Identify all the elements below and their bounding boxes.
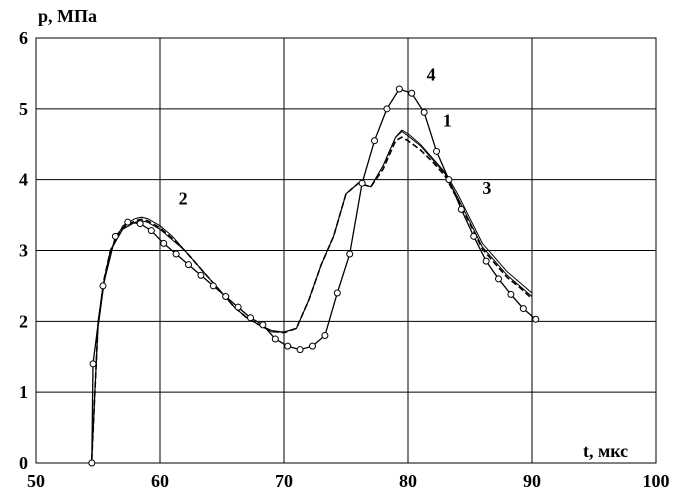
y-tick-label: 3	[19, 241, 28, 261]
y-tick-label: 6	[19, 28, 28, 48]
data-point-series-4	[395, 85, 403, 93]
data-point-series-4	[222, 293, 230, 301]
data-point-series-4	[420, 108, 428, 116]
series-lines	[91, 88, 537, 464]
series-label-4: 4	[427, 65, 436, 85]
data-point-series-4	[209, 282, 217, 290]
data-point-series-4	[321, 332, 329, 339]
y-tick-label: 2	[19, 311, 28, 331]
data-point-series-4	[89, 360, 97, 368]
x-axis-ticks: 50 60 70 80 90 100	[27, 471, 670, 491]
data-point-series-4	[160, 239, 168, 247]
y-tick-label: 4	[19, 170, 28, 190]
data-point-series-4	[495, 275, 503, 283]
series-markers	[88, 85, 540, 467]
grid	[35, 37, 657, 464]
data-point-series-4	[172, 250, 180, 258]
data-point-series-4	[147, 227, 155, 235]
data-point-series-4	[124, 218, 132, 226]
data-point-series-4	[346, 250, 354, 258]
data-point-series-4	[482, 257, 490, 265]
data-point-series-4	[284, 342, 292, 350]
data-point-series-4	[371, 137, 379, 145]
data-point-series-4	[111, 232, 119, 240]
series-label-2: 2	[179, 188, 188, 208]
x-tick-label: 70	[275, 471, 293, 491]
series-line-2	[91, 130, 533, 460]
data-point-series-4	[259, 321, 267, 329]
data-point-series-4	[358, 179, 366, 187]
y-axis-ticks: 0 1 2 3 4 5 6	[19, 28, 28, 473]
x-tick-label: 90	[523, 471, 541, 491]
series-label-1: 1	[443, 111, 452, 131]
x-tick-label: 100	[643, 471, 670, 491]
data-point-series-4	[408, 89, 416, 97]
data-point-series-4	[247, 314, 255, 322]
data-point-series-4	[185, 261, 193, 269]
data-point-series-4	[234, 303, 242, 311]
series-label-3: 3	[482, 178, 491, 198]
data-point-series-4	[445, 176, 453, 184]
data-point-series-4	[532, 315, 540, 323]
series-line-3	[91, 136, 533, 460]
data-point-series-4	[507, 290, 515, 298]
x-tick-label: 80	[399, 471, 417, 491]
data-point-series-4	[99, 282, 107, 290]
data-point-series-4	[136, 220, 144, 228]
x-tick-label: 60	[151, 471, 169, 491]
y-tick-label: 1	[19, 382, 28, 402]
data-point-series-4	[296, 346, 304, 354]
data-point-series-4	[470, 232, 478, 240]
data-point-series-4	[457, 205, 465, 213]
series-labels: 1 2 3 4	[179, 65, 492, 209]
data-point-series-4	[271, 335, 279, 343]
data-point-series-4	[383, 105, 391, 113]
x-tick-label: 50	[27, 471, 45, 491]
data-point-series-4	[197, 271, 205, 279]
y-tick-label: 0	[19, 453, 28, 473]
x-axis-label: t, мкс	[583, 441, 628, 461]
data-point-series-4	[333, 289, 341, 297]
data-point-series-4	[433, 147, 441, 155]
data-point-series-4	[309, 342, 317, 350]
series-line-4	[91, 88, 537, 464]
y-axis-label: р, МПа	[38, 6, 97, 26]
y-tick-label: 5	[19, 99, 28, 119]
data-point-series-4	[88, 459, 96, 467]
data-point-series-4	[519, 305, 527, 313]
